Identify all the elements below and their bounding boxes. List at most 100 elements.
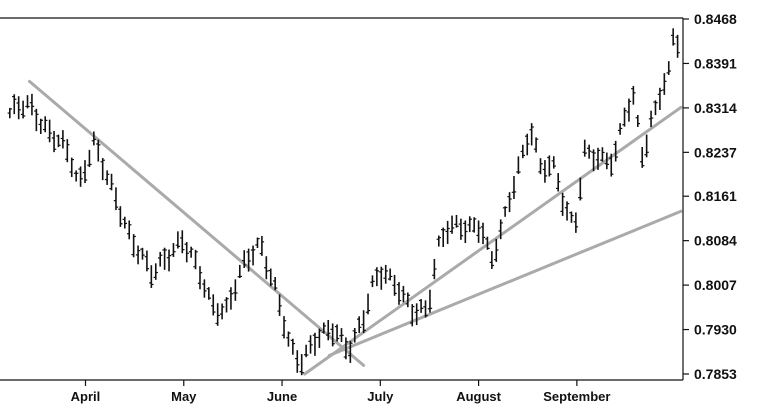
price-bar: [87, 149, 92, 167]
price-bar: [206, 287, 212, 300]
price-bar: [516, 156, 521, 174]
price-bar: [166, 249, 172, 272]
price-bar: [441, 227, 446, 248]
price-bar: [635, 114, 640, 127]
y-tick-label: 0.8161: [694, 188, 737, 204]
x-tick-label: June: [267, 389, 297, 404]
price-bar: [109, 173, 114, 191]
price-bar: [184, 242, 189, 263]
price-bar: [578, 177, 583, 201]
price-bar: [69, 157, 74, 177]
price-bar: [467, 216, 472, 233]
price-bar: [662, 73, 667, 95]
price-bar: [617, 123, 623, 135]
price-bar: [432, 258, 437, 280]
price-bar: [104, 170, 110, 185]
price-bar: [423, 300, 428, 318]
price-bar: [286, 331, 291, 347]
price-bar: [339, 328, 344, 343]
price-bar: [330, 323, 335, 347]
price-bar: [268, 268, 273, 287]
price-bar: [427, 289, 433, 313]
price-bar: [644, 134, 649, 158]
price-bar: [454, 214, 459, 228]
price-bar: [352, 328, 357, 343]
price-bar: [78, 166, 83, 187]
price-bar: [626, 98, 632, 122]
price-bar: [272, 276, 278, 291]
price-bar: [476, 220, 481, 243]
price-bar: [135, 245, 141, 265]
price-bar: [295, 350, 300, 373]
price-bar: [542, 160, 548, 183]
price-bar: [374, 267, 380, 287]
price-bar: [118, 206, 123, 227]
price-bar: [321, 322, 327, 334]
price-bar: [348, 340, 353, 363]
price-bar: [197, 266, 203, 290]
price-bar: [586, 144, 592, 159]
price-bar: [489, 251, 495, 269]
price-bar: [609, 153, 614, 177]
price-bar: [193, 249, 198, 270]
y-tick-label: 0.8468: [694, 11, 737, 27]
price-bar: [675, 34, 680, 58]
x-tick-label: July: [367, 389, 394, 404]
price-bar: [657, 87, 663, 110]
price-bar: [653, 100, 658, 116]
price-bar: [334, 324, 340, 342]
price-bar: [277, 294, 282, 316]
trendline: [303, 105, 683, 376]
x-tick-label: April: [71, 389, 101, 404]
price-bar: [56, 134, 61, 148]
price-bar: [564, 201, 570, 221]
price-bar: [555, 173, 561, 192]
price-bar: [595, 147, 601, 170]
price-bar: [529, 123, 534, 146]
price-bar: [65, 139, 70, 163]
price-bar: [228, 287, 234, 310]
x-tick-label: September: [543, 389, 610, 404]
price-bar: [215, 303, 220, 326]
y-tick-label: 0.8237: [694, 144, 737, 160]
price-bar: [485, 236, 490, 250]
price-bar: [613, 140, 618, 162]
price-bar: [51, 130, 57, 153]
trendline: [27, 79, 366, 367]
price-bar: [392, 274, 397, 296]
price-bar: [640, 146, 645, 168]
price-bar: [29, 93, 35, 116]
price-bar: [259, 235, 265, 256]
price-bar: [140, 247, 145, 260]
price-bar: [211, 294, 216, 316]
price-bar: [410, 304, 415, 327]
price-bar: [303, 344, 309, 358]
price-bar: [219, 303, 225, 320]
price-bar: [12, 94, 17, 115]
price-bar: [281, 316, 287, 339]
price-bar: [180, 230, 185, 254]
price-bar: [480, 222, 486, 245]
price-bar: [122, 216, 128, 229]
price-bar: [47, 119, 52, 143]
price-bars: [7, 28, 680, 376]
price-bar: [242, 250, 247, 268]
price-bar: [224, 297, 229, 313]
price-bar: [188, 246, 194, 258]
price-bar: [60, 130, 66, 149]
price-bar: [144, 250, 150, 272]
price-bar: [100, 158, 105, 181]
price-bar: [471, 217, 477, 233]
y-tick-label: 0.8314: [694, 100, 737, 116]
price-bar: [396, 282, 402, 305]
price-bar: [149, 265, 154, 288]
price-bar: [82, 160, 88, 184]
price-bar: [648, 110, 654, 128]
price-bar: [162, 247, 167, 270]
price-bar: [361, 310, 366, 334]
price-bar: [250, 245, 256, 266]
price-bar: [387, 268, 393, 281]
y-tick-label: 0.8007: [694, 277, 737, 293]
price-bar: [356, 316, 362, 333]
price-bar: [25, 95, 30, 109]
